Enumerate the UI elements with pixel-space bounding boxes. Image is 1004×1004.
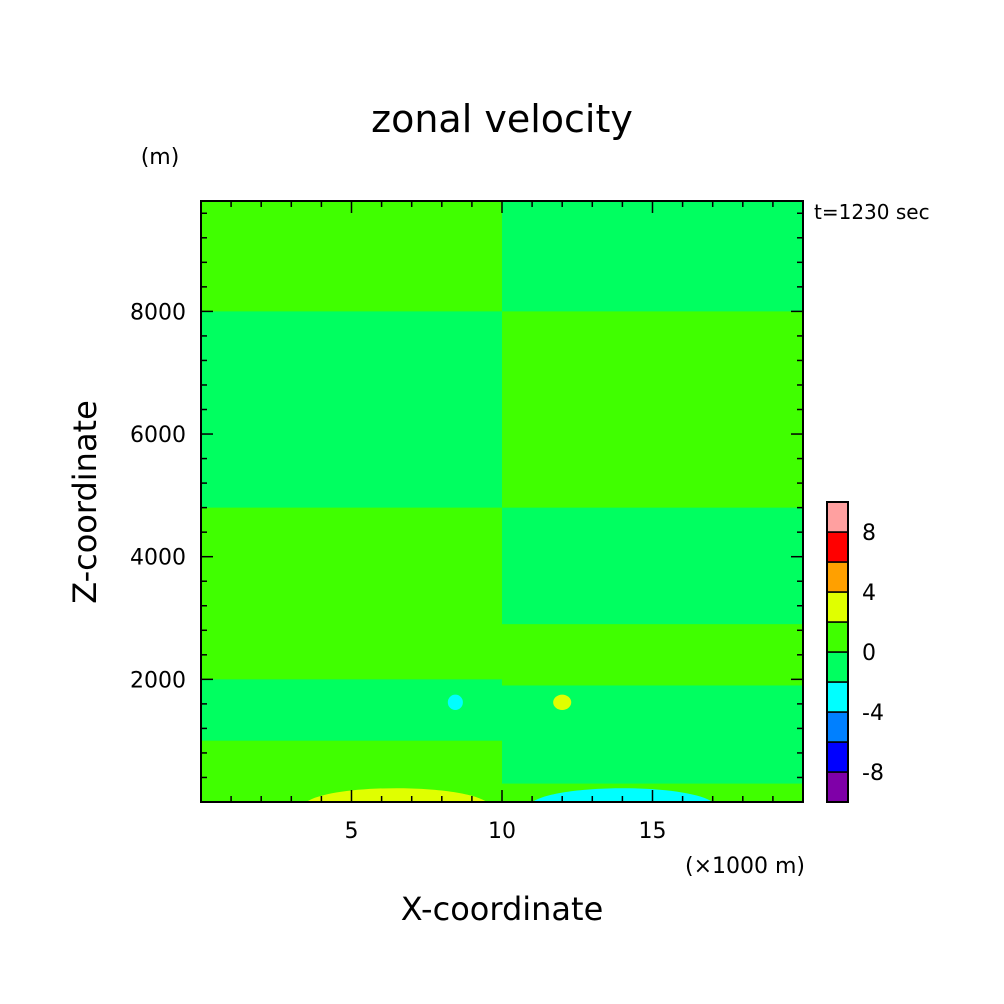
colorbar-frame [826, 501, 849, 803]
y-tick-label: 6000 [130, 423, 186, 448]
y-tick-label: 4000 [130, 546, 186, 571]
x-axis-label: X-coordinate [401, 890, 604, 928]
colorbar-swatch [826, 591, 849, 623]
contour-cell [502, 507, 803, 625]
y-unit-label: (m) [141, 145, 180, 170]
colorbar-label: -8 [862, 761, 884, 786]
contour-cell [447, 694, 463, 711]
colorbar-swatch [826, 531, 849, 563]
colorbar: -8 -4 0 4 8 [826, 501, 884, 803]
y-tick-label: 8000 [130, 300, 186, 325]
colorbar-swatch [826, 501, 849, 533]
contour-cell [502, 201, 803, 312]
contour-cell [201, 679, 502, 741]
colorbar-swatch [826, 681, 849, 713]
x-tick-label: 10 [488, 819, 516, 844]
colorbar-swatch [826, 741, 849, 773]
contour-cell [502, 685, 803, 784]
colorbar-swatch [826, 711, 849, 743]
x-tick-labels: 5 10 15 [345, 819, 667, 844]
colorbar-label: 4 [862, 581, 876, 606]
colorbar-label: -4 [862, 701, 884, 726]
x-unit-label: (×1000 m) [685, 854, 805, 879]
contour-cell [201, 311, 502, 508]
x-tick-label: 15 [639, 819, 667, 844]
x-tick-label: 5 [345, 819, 359, 844]
axis-ticks [201, 201, 803, 802]
y-tick-label: 2000 [130, 668, 186, 693]
contour-cell [532, 788, 713, 802]
chart-title: zonal velocity [371, 97, 633, 141]
colorbar-swatch [826, 651, 849, 683]
y-axis-label: Z-coordinate [66, 400, 104, 604]
colorbar-label: 0 [862, 641, 876, 666]
contour-plot [201, 201, 803, 802]
colorbar-label: 8 [862, 521, 876, 546]
time-label: t=1230 sec [814, 200, 930, 224]
colorbar-swatch [826, 771, 849, 803]
colorbar-swatch [826, 561, 849, 593]
contour-cell [553, 694, 572, 711]
colorbar-swatch [826, 621, 849, 653]
y-tick-labels: 2000 4000 6000 8000 [130, 300, 186, 693]
